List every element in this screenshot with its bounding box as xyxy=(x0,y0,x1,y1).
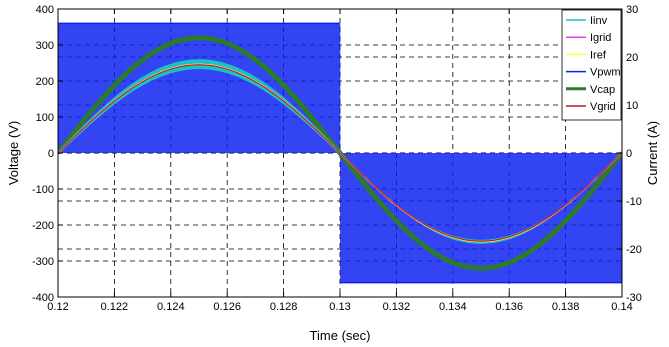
legend: Iinv Igrid Iref Vpwm Vcap Vgrid xyxy=(561,9,622,121)
legend-label: Iref xyxy=(590,49,607,61)
legend-label: Iinv xyxy=(590,15,608,27)
right-y-tick-label: -10 xyxy=(626,196,642,208)
x-tick-label: 0.13 xyxy=(329,301,350,313)
right-y-tick-label: 20 xyxy=(626,52,638,64)
legend-entry: Vgrid xyxy=(566,101,616,113)
x-tick-label: 0.134 xyxy=(439,301,467,313)
right-y-tick-label: 0 xyxy=(626,148,632,160)
x-tick-label: 0.122 xyxy=(101,301,129,313)
x-axis-label: Time (sec) xyxy=(310,328,371,343)
legend-label: Igrid xyxy=(590,32,611,44)
left-y-tick-label: 400 xyxy=(36,4,54,16)
x-axis-ticks: 0.12 0.122 0.124 0.126 0.128 0.13 0.132 0.134 0.… xyxy=(47,9,633,313)
x-tick-label: 0.138 xyxy=(552,301,580,313)
left-y-axis-ticks: -400 -300 -200 -100 0 100 200 300 400 xyxy=(32,4,63,304)
legend-label: Vgrid xyxy=(590,101,616,113)
legend-box xyxy=(561,9,622,121)
right-y-tick-label: -20 xyxy=(626,244,642,256)
x-tick-label: 0.136 xyxy=(495,301,523,313)
vpwm-switching-lines xyxy=(58,23,622,283)
legend-label: Vpwm xyxy=(590,67,621,79)
x-tick-label: 0.12 xyxy=(47,301,68,313)
right-y-axis-label: Current (A) xyxy=(645,121,660,185)
series-vgrid xyxy=(58,64,622,242)
series-iinv xyxy=(58,59,622,244)
legend-entry: Igrid xyxy=(566,32,611,44)
x-tick-label: 0.132 xyxy=(383,301,411,313)
legend-entry: Vpwm xyxy=(566,67,621,79)
iinv-ripple-line xyxy=(58,59,622,244)
x-tick-label: 0.124 xyxy=(157,301,185,313)
left-y-tick-label: -300 xyxy=(32,256,54,268)
series-layer xyxy=(58,22,622,284)
legend-label: Vcap xyxy=(590,84,615,96)
legend-entry: Vcap xyxy=(566,84,615,96)
right-y-tick-label: 30 xyxy=(626,4,638,16)
right-y-tick-label: -30 xyxy=(626,292,642,304)
left-y-tick-label: 0 xyxy=(48,148,54,160)
left-y-tick-label: -200 xyxy=(32,220,54,232)
legend-entry: Iref xyxy=(566,49,607,61)
left-y-axis-label: Voltage (V) xyxy=(6,121,21,185)
left-y-tick-label: 200 xyxy=(36,76,54,88)
left-y-tick-label: 300 xyxy=(36,40,54,52)
x-tick-label: 0.128 xyxy=(270,301,298,313)
right-y-tick-label: 10 xyxy=(626,100,638,112)
left-y-tick-label: -400 xyxy=(32,292,54,304)
left-y-tick-label: 100 xyxy=(36,112,54,124)
right-y-axis-ticks: -30 -20 -10 0 10 20 30 xyxy=(617,4,642,304)
legend-entry: Iinv xyxy=(566,15,608,27)
left-y-tick-label: -100 xyxy=(32,184,54,196)
x-tick-label: 0.126 xyxy=(213,301,241,313)
x-tick-label: 0.14 xyxy=(611,301,632,313)
series-vpwm xyxy=(58,22,622,284)
